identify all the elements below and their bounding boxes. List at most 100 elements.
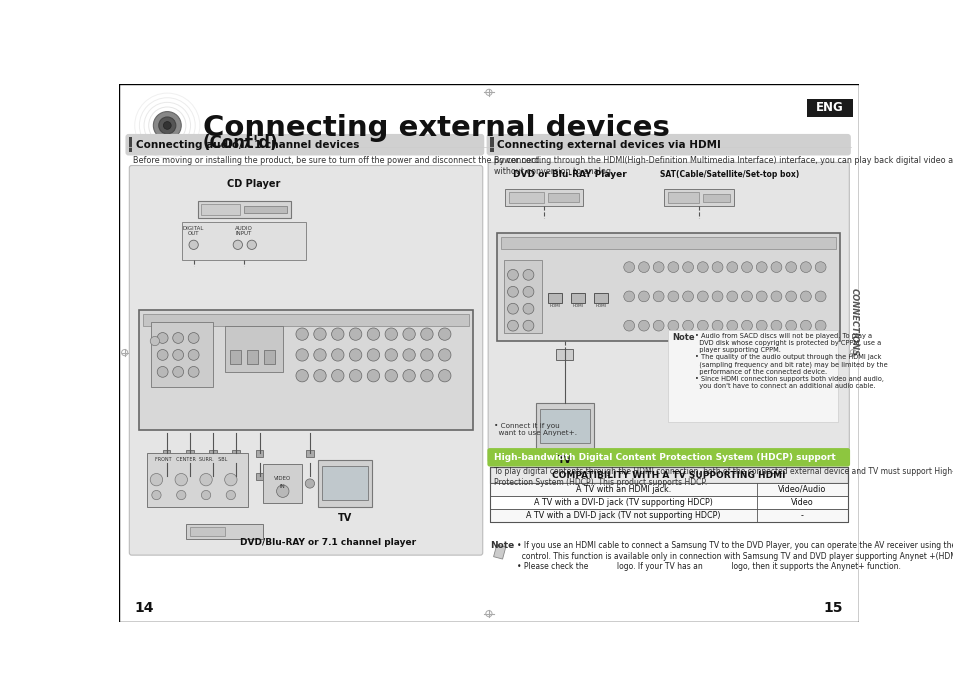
Bar: [503, 260, 542, 333]
Circle shape: [800, 320, 810, 331]
Circle shape: [653, 261, 663, 273]
Circle shape: [157, 350, 168, 360]
Circle shape: [402, 370, 415, 382]
Circle shape: [224, 473, 236, 486]
Circle shape: [815, 320, 825, 331]
Circle shape: [770, 261, 781, 273]
Circle shape: [697, 291, 707, 302]
Circle shape: [158, 117, 175, 134]
Circle shape: [172, 350, 183, 360]
Text: FRONT   CENTER  SURR.   SBL: FRONT CENTER SURR. SBL: [154, 456, 227, 461]
Text: By connecting through the HDMI(High-Definition Multimedia Interface) interface, : By connecting through the HDMI(High-Defi…: [493, 157, 953, 175]
Text: (Cont'd): (Cont'd): [203, 134, 278, 152]
Circle shape: [172, 366, 183, 377]
Circle shape: [349, 349, 361, 361]
Circle shape: [711, 291, 722, 302]
Bar: [197, 201, 291, 218]
Circle shape: [756, 261, 766, 273]
Bar: [247, 350, 257, 364]
FancyBboxPatch shape: [130, 166, 482, 555]
Bar: [489, 496, 847, 509]
Circle shape: [711, 261, 722, 273]
Circle shape: [522, 320, 534, 331]
Circle shape: [507, 303, 517, 314]
Circle shape: [201, 491, 211, 500]
Bar: [505, 189, 582, 206]
Circle shape: [770, 320, 781, 331]
Text: DIGITAL
OUT: DIGITAL OUT: [183, 226, 204, 236]
Circle shape: [314, 370, 326, 382]
Circle shape: [653, 291, 663, 302]
Circle shape: [667, 320, 679, 331]
Bar: [493, 545, 505, 559]
Circle shape: [295, 349, 308, 361]
Bar: [147, 453, 248, 507]
Circle shape: [305, 479, 314, 488]
Circle shape: [800, 261, 810, 273]
Bar: [571, 294, 584, 303]
Circle shape: [233, 240, 242, 250]
Bar: [233, 450, 240, 456]
Circle shape: [295, 328, 308, 340]
Bar: [230, 350, 241, 364]
Bar: [509, 192, 543, 203]
Bar: [139, 310, 472, 430]
Circle shape: [157, 333, 168, 343]
Circle shape: [332, 328, 344, 340]
Circle shape: [726, 320, 737, 331]
Bar: [201, 204, 240, 215]
Circle shape: [623, 261, 634, 273]
Text: Connecting external devices: Connecting external devices: [203, 114, 669, 142]
Bar: [489, 468, 847, 522]
Bar: [255, 450, 263, 456]
Circle shape: [507, 320, 517, 331]
Text: • If you use an HDMI cable to connect a Samsung TV to the DVD Player, you can op: • If you use an HDMI cable to connect a …: [517, 541, 953, 571]
Circle shape: [653, 320, 663, 331]
Circle shape: [163, 122, 171, 129]
Text: HDMI: HDMI: [572, 304, 583, 308]
Circle shape: [420, 349, 433, 361]
Circle shape: [349, 328, 361, 340]
Circle shape: [420, 328, 433, 340]
Text: HDMI: HDMI: [549, 304, 559, 308]
Text: DVD or Blu-RAY Player: DVD or Blu-RAY Player: [513, 170, 626, 179]
Text: • Audio from SACD discs will not be played. To play a
  DVD disk whose copyright: • Audio from SACD discs will not be play…: [695, 333, 887, 389]
Bar: [186, 473, 193, 480]
Circle shape: [438, 370, 451, 382]
Text: Video: Video: [790, 498, 813, 507]
Circle shape: [682, 291, 693, 302]
Circle shape: [189, 240, 198, 250]
Circle shape: [623, 320, 634, 331]
Circle shape: [726, 291, 737, 302]
Circle shape: [367, 328, 379, 340]
Circle shape: [785, 261, 796, 273]
Circle shape: [756, 291, 766, 302]
Text: 15: 15: [822, 601, 842, 615]
Circle shape: [815, 291, 825, 302]
Text: A TV with a DVI-D jack (TV supporting HDCP): A TV with a DVI-D jack (TV supporting HD…: [534, 498, 712, 507]
Text: To play digital contents through the HDMI connection, both of the connected exte: To play digital contents through the HDM…: [493, 468, 953, 487]
Bar: [500, 237, 835, 249]
Circle shape: [438, 349, 451, 361]
Circle shape: [188, 366, 199, 377]
Circle shape: [332, 370, 344, 382]
Bar: [555, 349, 572, 360]
Circle shape: [638, 291, 649, 302]
Circle shape: [402, 349, 415, 361]
Text: • Connect it if you
  want to use Anynet+.: • Connect it if you want to use Anynet+.: [493, 423, 576, 436]
Circle shape: [740, 291, 752, 302]
Circle shape: [800, 291, 810, 302]
Bar: [263, 464, 302, 503]
Circle shape: [770, 291, 781, 302]
Circle shape: [623, 291, 634, 302]
Circle shape: [176, 491, 186, 500]
Circle shape: [385, 349, 397, 361]
Text: Note: Note: [489, 541, 514, 550]
Text: VIDEO: VIDEO: [274, 476, 291, 481]
Circle shape: [276, 485, 289, 498]
Text: A TV with a DVI-D jack (TV not supporting HDCP): A TV with a DVI-D jack (TV not supportin…: [526, 511, 720, 520]
Circle shape: [507, 269, 517, 280]
Bar: [667, 192, 699, 203]
Circle shape: [711, 320, 722, 331]
Circle shape: [402, 328, 415, 340]
